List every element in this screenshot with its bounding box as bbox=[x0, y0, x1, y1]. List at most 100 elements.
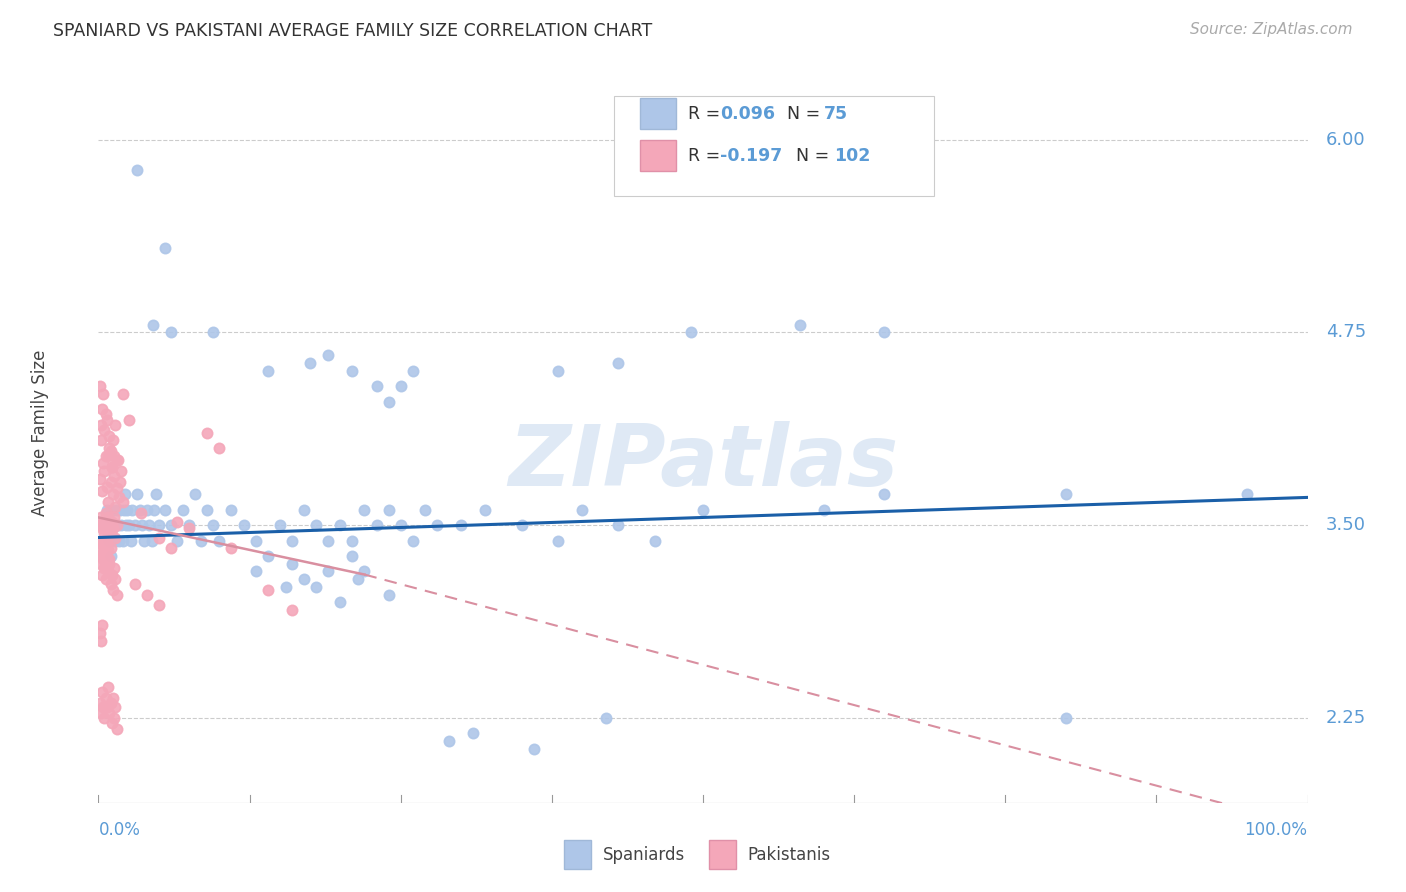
Point bbox=[94, 690, 117, 705]
Point bbox=[269, 518, 291, 533]
Point bbox=[281, 603, 304, 617]
Point bbox=[93, 561, 115, 575]
Point bbox=[89, 549, 111, 563]
Point bbox=[129, 506, 152, 520]
Point bbox=[377, 588, 399, 602]
Point bbox=[510, 518, 533, 533]
Point bbox=[274, 580, 297, 594]
Point bbox=[160, 518, 183, 533]
Point bbox=[96, 480, 118, 494]
Point bbox=[153, 502, 176, 516]
Point bbox=[389, 379, 412, 393]
Point bbox=[90, 510, 112, 524]
Point bbox=[91, 536, 114, 550]
Point bbox=[100, 518, 122, 533]
Point bbox=[184, 487, 207, 501]
Point bbox=[202, 518, 225, 533]
Text: 75: 75 bbox=[824, 104, 848, 122]
Point bbox=[89, 696, 111, 710]
Point bbox=[98, 706, 121, 721]
Point bbox=[281, 557, 304, 571]
Text: 0.096: 0.096 bbox=[720, 104, 775, 122]
Point bbox=[93, 711, 115, 725]
Point bbox=[135, 502, 157, 516]
Point bbox=[103, 510, 125, 524]
Point bbox=[103, 449, 125, 463]
Point bbox=[105, 588, 128, 602]
Point bbox=[100, 459, 122, 474]
Point bbox=[94, 407, 117, 421]
Point bbox=[90, 434, 112, 448]
Point bbox=[172, 502, 194, 516]
Text: ZIPatlas: ZIPatlas bbox=[508, 421, 898, 504]
Point bbox=[101, 487, 124, 501]
Point bbox=[90, 417, 112, 432]
Point bbox=[607, 518, 630, 533]
Point bbox=[121, 502, 143, 516]
Point bbox=[96, 700, 118, 714]
Point bbox=[108, 502, 131, 516]
Point bbox=[389, 518, 412, 533]
Point bbox=[112, 502, 135, 516]
Point bbox=[299, 356, 322, 370]
Point bbox=[124, 576, 146, 591]
Point bbox=[595, 711, 617, 725]
FancyBboxPatch shape bbox=[640, 140, 676, 171]
FancyBboxPatch shape bbox=[709, 840, 735, 870]
Point bbox=[692, 502, 714, 516]
Point bbox=[135, 588, 157, 602]
Point bbox=[107, 453, 129, 467]
Point bbox=[93, 540, 115, 554]
Point bbox=[89, 518, 111, 533]
Point bbox=[463, 726, 485, 740]
Point bbox=[160, 326, 183, 340]
Point bbox=[145, 487, 167, 501]
Point bbox=[111, 495, 134, 509]
Point bbox=[89, 541, 111, 556]
Point bbox=[232, 518, 254, 533]
Text: N =: N = bbox=[776, 104, 825, 122]
Point bbox=[98, 552, 121, 566]
Point bbox=[94, 506, 117, 520]
Point bbox=[138, 518, 160, 533]
Point bbox=[366, 379, 388, 393]
Text: Source: ZipAtlas.com: Source: ZipAtlas.com bbox=[1189, 22, 1353, 37]
Point bbox=[105, 453, 128, 467]
Point bbox=[195, 425, 218, 440]
Point bbox=[292, 572, 315, 586]
Point bbox=[353, 565, 375, 579]
Point bbox=[96, 502, 118, 516]
Point bbox=[100, 576, 122, 591]
Point bbox=[402, 364, 425, 378]
Point bbox=[91, 552, 114, 566]
Point bbox=[100, 444, 122, 458]
Point bbox=[873, 487, 896, 501]
Text: Average Family Size: Average Family Size bbox=[31, 350, 49, 516]
Point bbox=[94, 449, 117, 463]
Point bbox=[571, 502, 593, 516]
Point bbox=[329, 595, 352, 609]
Point bbox=[179, 518, 201, 533]
Point bbox=[105, 518, 128, 533]
Point bbox=[245, 565, 267, 579]
Text: 102: 102 bbox=[834, 146, 870, 165]
Point bbox=[118, 518, 141, 533]
Point bbox=[103, 711, 125, 725]
Point bbox=[256, 582, 278, 597]
Point bbox=[91, 484, 114, 499]
Point bbox=[153, 240, 176, 254]
Point bbox=[179, 521, 201, 535]
Point bbox=[93, 518, 115, 533]
Point bbox=[96, 531, 118, 545]
Point bbox=[679, 326, 702, 340]
Point bbox=[115, 518, 138, 533]
Point bbox=[1236, 487, 1258, 501]
Point bbox=[96, 552, 118, 566]
Point bbox=[644, 533, 666, 548]
Point bbox=[607, 356, 630, 370]
Point bbox=[90, 557, 112, 571]
Point bbox=[131, 518, 153, 533]
Text: N =: N = bbox=[785, 146, 835, 165]
Point bbox=[426, 518, 449, 533]
Point bbox=[104, 533, 127, 548]
